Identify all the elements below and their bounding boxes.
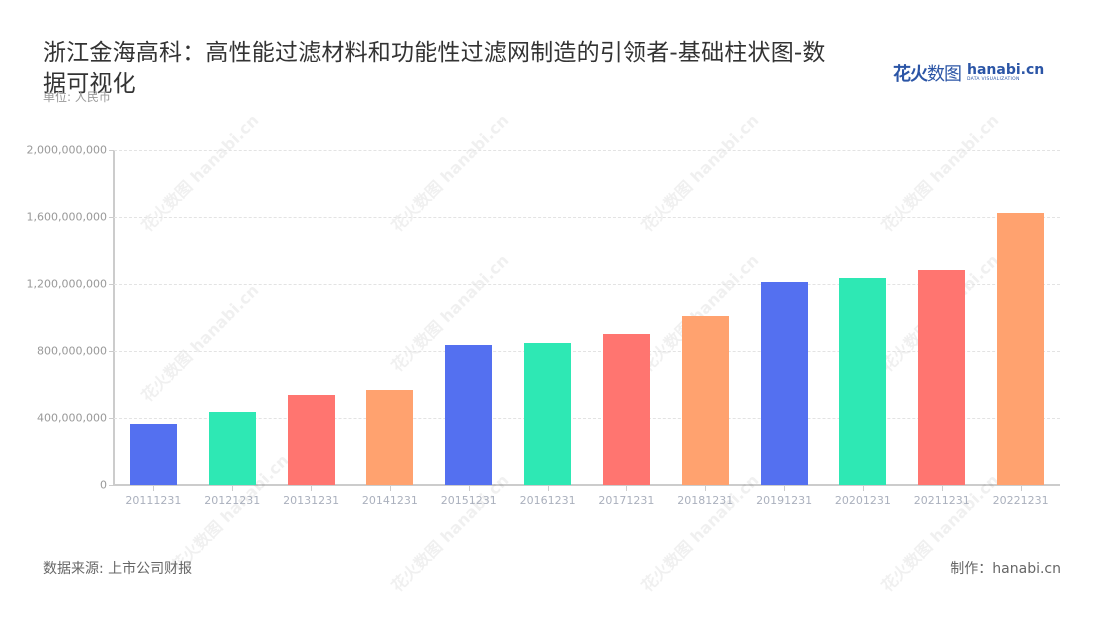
bar-20171231[interactable] bbox=[602, 334, 650, 485]
bar-20211231[interactable] bbox=[918, 269, 966, 485]
x-tick bbox=[468, 486, 470, 491]
gridline bbox=[114, 284, 1060, 285]
watermark: 花火数图 hanabi.cn bbox=[637, 470, 763, 596]
y-tick bbox=[109, 485, 114, 486]
bar-20161231[interactable] bbox=[524, 342, 572, 485]
gridline bbox=[114, 150, 1060, 151]
x-tick-label: 20201231 bbox=[834, 494, 891, 507]
x-tick-label: 20211231 bbox=[913, 494, 970, 507]
gridline bbox=[114, 217, 1060, 218]
x-tick bbox=[232, 486, 234, 491]
logo-cn-thin: 数图 bbox=[927, 64, 962, 85]
y-tick bbox=[109, 418, 114, 419]
y-axis-line bbox=[113, 150, 115, 486]
y-tick-label: 2,000,000,000 bbox=[26, 143, 107, 157]
gridline bbox=[114, 418, 1060, 419]
y-tick-label: 400,000,000 bbox=[37, 411, 107, 425]
bar-20121231[interactable] bbox=[208, 412, 256, 485]
bar-20181231[interactable] bbox=[681, 315, 729, 485]
y-tick-label: 1,600,000,000 bbox=[26, 210, 107, 224]
credit: 制作：hanabi.cn bbox=[950, 561, 1061, 577]
hanabi-logo: 花火数图 hanabi.cn DATA VISUALIZATION bbox=[893, 60, 1044, 86]
logo-cn: 花火数图 bbox=[893, 60, 962, 86]
data-source: 数据来源: 上市公司财报 bbox=[43, 561, 193, 577]
y-tick-label: 1,200,000,000 bbox=[26, 277, 107, 291]
x-tick-label: 20121231 bbox=[204, 494, 261, 507]
y-tick-label: 0 bbox=[100, 478, 107, 492]
watermark: 花火数图 hanabi.cn bbox=[137, 280, 263, 406]
y-tick bbox=[109, 150, 114, 151]
bar-20201231[interactable] bbox=[839, 278, 887, 485]
x-tick-label: 20221231 bbox=[992, 494, 1049, 507]
logo-en-sub: DATA VISUALIZATION bbox=[967, 77, 1020, 82]
bar-20141231[interactable] bbox=[366, 389, 414, 485]
x-tick-label: 20141231 bbox=[361, 494, 418, 507]
chart-title: 浙江金海高科：高性能过滤材料和功能性过滤网制造的引领者-基础柱状图-数据可视化 bbox=[43, 40, 826, 97]
x-axis-line bbox=[113, 484, 1060, 486]
y-tick bbox=[109, 351, 114, 352]
x-tick bbox=[389, 486, 391, 491]
x-tick-label: 20181231 bbox=[677, 494, 734, 507]
x-tick-label: 20171231 bbox=[598, 494, 655, 507]
x-tick bbox=[784, 486, 786, 491]
x-tick bbox=[705, 486, 707, 491]
bar-20191231[interactable] bbox=[760, 282, 808, 485]
x-tick-label: 20131231 bbox=[283, 494, 340, 507]
logo-cn-bold: 花火 bbox=[893, 64, 928, 85]
y-tick bbox=[109, 217, 114, 218]
logo-en: hanabi.cn DATA VISUALIZATION bbox=[967, 63, 1044, 83]
bar-20221231[interactable] bbox=[997, 212, 1045, 485]
y-tick bbox=[109, 284, 114, 285]
y-tick-label: 800,000,000 bbox=[37, 344, 107, 358]
logo-en-main: hanabi.cn bbox=[967, 62, 1045, 78]
x-tick-label: 20111231 bbox=[125, 494, 182, 507]
x-tick bbox=[626, 486, 628, 491]
x-tick bbox=[547, 486, 549, 491]
x-tick bbox=[941, 486, 943, 491]
gridline bbox=[114, 351, 1060, 352]
x-tick bbox=[153, 486, 155, 491]
x-tick-label: 20161231 bbox=[519, 494, 576, 507]
bar-20131231[interactable] bbox=[287, 395, 335, 485]
x-tick bbox=[862, 486, 864, 491]
bar-20111231[interactable] bbox=[129, 423, 177, 485]
x-tick bbox=[1020, 486, 1022, 491]
x-tick-label: 20151231 bbox=[440, 494, 497, 507]
watermark: 花火数图 hanabi.cn bbox=[387, 470, 513, 596]
x-tick-label: 20191231 bbox=[756, 494, 813, 507]
unit-label: 单位: 人民币 bbox=[43, 90, 111, 104]
bar-20151231[interactable] bbox=[445, 345, 493, 485]
x-tick bbox=[311, 486, 313, 491]
